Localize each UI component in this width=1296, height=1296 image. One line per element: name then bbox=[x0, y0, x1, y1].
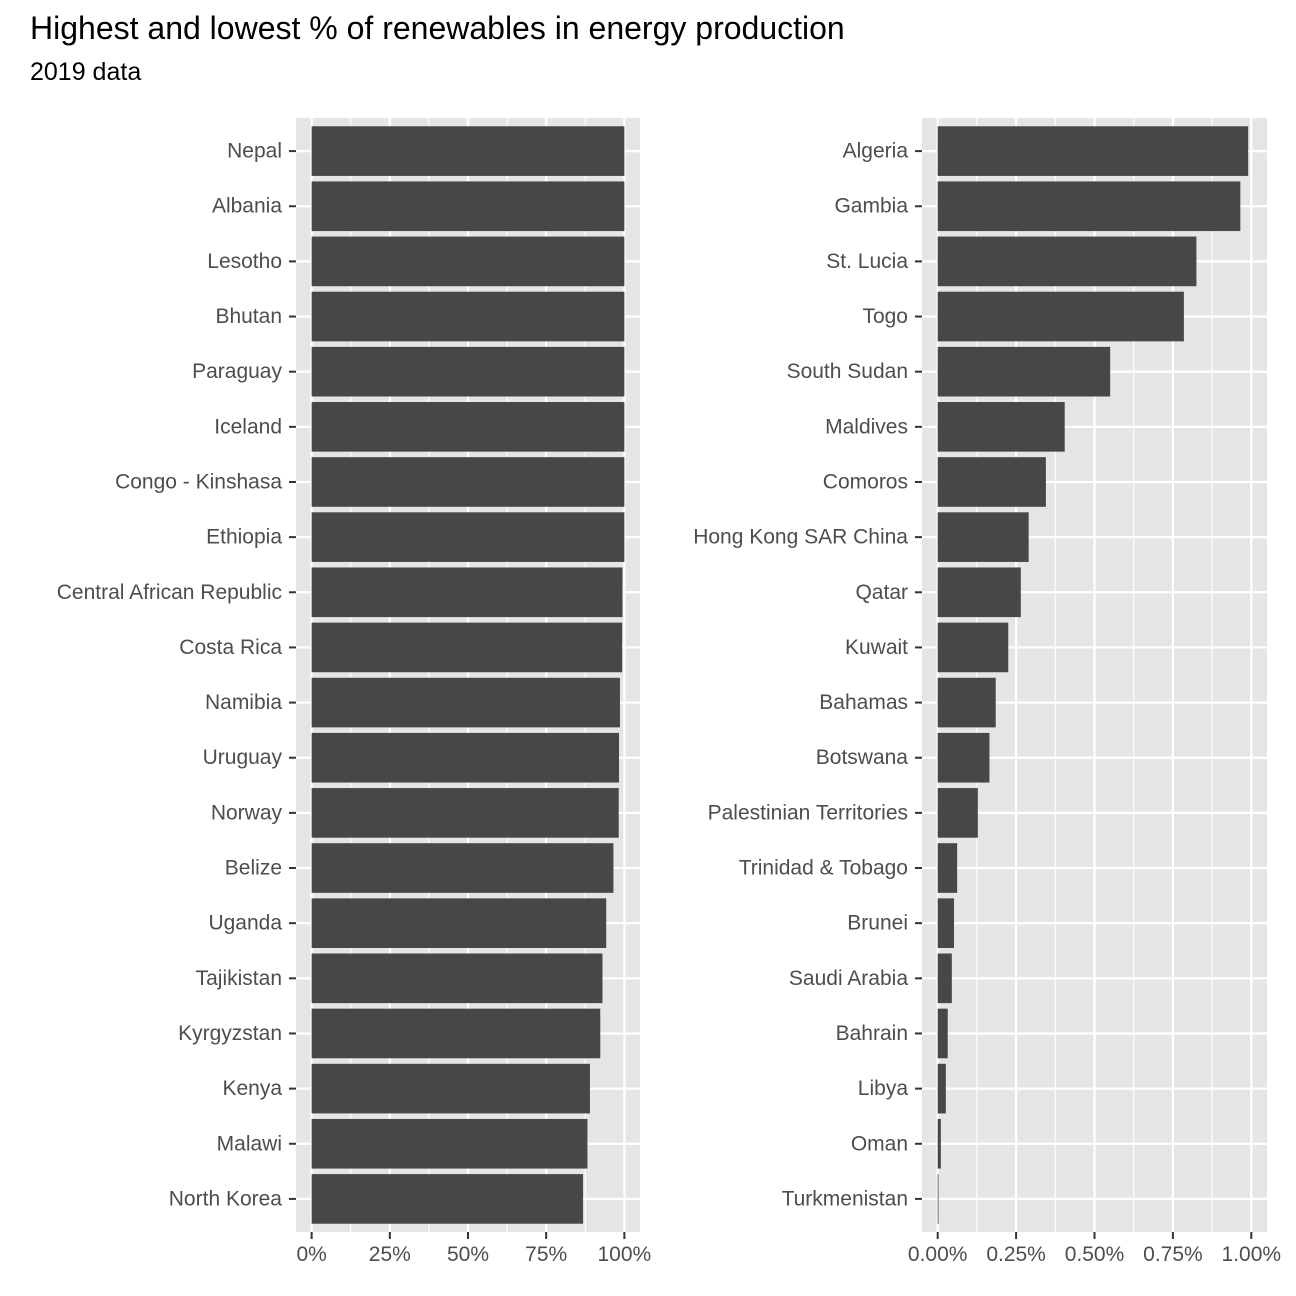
right-x-tick-label: 0.00% bbox=[908, 1243, 968, 1266]
left-category-label: Uganda bbox=[208, 912, 282, 935]
right-bar-19 bbox=[937, 1174, 939, 1224]
left-bar-14 bbox=[311, 898, 607, 948]
right-bar-9 bbox=[937, 622, 1009, 673]
right-bar-17 bbox=[937, 1063, 946, 1114]
right-category-label: Trinidad & Tobago bbox=[739, 857, 908, 880]
left-category-label: Belize bbox=[225, 857, 282, 880]
right-category-label: Algeria bbox=[843, 140, 909, 163]
left-bar-10 bbox=[311, 677, 620, 728]
left-bar-7 bbox=[311, 512, 625, 562]
left-bar-11 bbox=[311, 732, 620, 783]
right-category-label: Maldives bbox=[825, 415, 908, 438]
right-category-label: Oman bbox=[851, 1132, 908, 1155]
right-category-label: Turkmenistan bbox=[782, 1187, 908, 1210]
left-category-label: Bhutan bbox=[215, 305, 282, 328]
right-bar-5 bbox=[937, 402, 1065, 452]
right-bar-3 bbox=[937, 291, 1184, 342]
left-category-label: Namibia bbox=[205, 691, 282, 714]
right-bar-8 bbox=[937, 567, 1021, 618]
left-bar-1 bbox=[311, 181, 625, 232]
left-bar-0 bbox=[311, 126, 625, 176]
right-bar-18 bbox=[937, 1118, 941, 1169]
left-category-label: Norway bbox=[211, 801, 283, 824]
chart-title: Highest and lowest % of renewables in en… bbox=[30, 10, 845, 46]
left-category-label: Kyrgyzstan bbox=[178, 1022, 282, 1045]
left-bar-8 bbox=[311, 567, 623, 618]
left-category-label: Kenya bbox=[222, 1077, 282, 1100]
right-bar-6 bbox=[937, 457, 1046, 507]
right-category-label: St. Lucia bbox=[826, 250, 908, 273]
left-category-label: Tajikistan bbox=[196, 967, 282, 990]
left-bar-6 bbox=[311, 457, 625, 507]
right-category-label: Botswana bbox=[816, 746, 909, 769]
left-category-label: Congo - Kinshasa bbox=[115, 470, 282, 493]
left-category-label: Albania bbox=[212, 195, 282, 218]
right-category-label: Brunei bbox=[847, 912, 908, 935]
right-bar-2 bbox=[937, 236, 1197, 287]
right-bar-12 bbox=[937, 788, 978, 838]
right-bar-15 bbox=[937, 953, 952, 1004]
left-bar-13 bbox=[311, 843, 614, 893]
right-category-label: Bahrain bbox=[836, 1022, 908, 1045]
right-category-label: Gambia bbox=[834, 195, 908, 218]
left-x-tick-label: 0% bbox=[296, 1243, 326, 1266]
left-bar-9 bbox=[311, 622, 623, 673]
left-bar-17 bbox=[311, 1063, 590, 1114]
left-bar-19 bbox=[311, 1174, 584, 1224]
right-bar-14 bbox=[937, 898, 955, 948]
right-x-tick-label: 0.25% bbox=[986, 1243, 1046, 1266]
right-category-label: South Sudan bbox=[787, 360, 908, 383]
right-x-tick-label: 1.00% bbox=[1222, 1243, 1282, 1266]
right-category-label: Palestinian Territories bbox=[708, 801, 908, 824]
left-bar-12 bbox=[311, 788, 619, 838]
right-bar-4 bbox=[937, 346, 1111, 397]
left-bar-18 bbox=[311, 1118, 588, 1169]
right-category-label: Bahamas bbox=[819, 691, 908, 714]
left-category-label: Central African Republic bbox=[57, 581, 282, 604]
left-x-tick-label: 100% bbox=[597, 1243, 651, 1266]
right-bar-1 bbox=[937, 181, 1241, 232]
right-category-label: Kuwait bbox=[845, 636, 908, 659]
left-category-label: Paraguay bbox=[192, 360, 282, 383]
left-x-tick-label: 25% bbox=[369, 1243, 411, 1266]
right-category-label: Saudi Arabia bbox=[789, 967, 908, 990]
right-x-tick-label: 0.75% bbox=[1143, 1243, 1203, 1266]
right-bar-7 bbox=[937, 512, 1029, 562]
left-category-label: Ethiopia bbox=[206, 526, 282, 549]
right-category-label: Libya bbox=[858, 1077, 909, 1100]
left-bar-2 bbox=[311, 236, 625, 287]
right-bar-11 bbox=[937, 732, 990, 783]
left-bar-3 bbox=[311, 291, 625, 342]
left-x-tick-label: 50% bbox=[447, 1243, 489, 1266]
left-bar-15 bbox=[311, 953, 603, 1004]
left-category-label: Costa Rica bbox=[179, 636, 282, 659]
left-category-label: Iceland bbox=[214, 415, 282, 438]
right-x-tick-label: 0.50% bbox=[1065, 1243, 1125, 1266]
left-bar-16 bbox=[311, 1008, 601, 1059]
right-bar-16 bbox=[937, 1008, 948, 1059]
chart-subtitle: 2019 data bbox=[30, 58, 142, 86]
right-category-label: Qatar bbox=[855, 581, 908, 604]
left-bar-4 bbox=[311, 346, 625, 397]
left-category-label: Nepal bbox=[227, 140, 282, 163]
right-bar-0 bbox=[937, 126, 1249, 176]
left-category-label: Malawi bbox=[217, 1132, 282, 1155]
right-bar-13 bbox=[937, 843, 958, 893]
left-category-label: Lesotho bbox=[207, 250, 282, 273]
left-bar-5 bbox=[311, 402, 625, 452]
right-bar-10 bbox=[937, 677, 996, 728]
left-x-tick-label: 75% bbox=[525, 1243, 567, 1266]
left-category-label: North Korea bbox=[169, 1187, 283, 1210]
right-category-label: Comoros bbox=[823, 470, 908, 493]
right-category-label: Hong Kong SAR China bbox=[693, 526, 908, 549]
right-category-label: Togo bbox=[862, 305, 908, 328]
left-category-label: Uruguay bbox=[203, 746, 283, 769]
